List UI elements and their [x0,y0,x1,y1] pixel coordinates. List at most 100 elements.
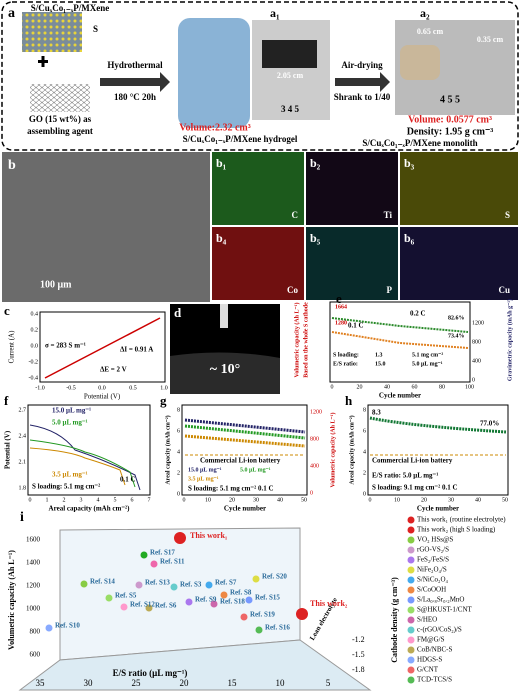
sulfur-particles [22,12,82,52]
eds-map [400,152,518,225]
label: 100 [465,384,474,390]
label: Ref. S12 [130,601,155,609]
label: 3 4 5 [281,104,300,114]
label: 5 [326,678,331,688]
point [45,624,53,632]
panel-label: h [345,393,353,408]
label: 1 [46,497,49,503]
photo [252,20,330,120]
go-sheet [30,84,90,112]
panel-label: i [20,510,24,525]
label: 5.0 μL mg⁻¹ [412,361,443,367]
label: -0.5 [66,385,76,391]
hydrogel-photo [262,40,317,68]
label: 6 [177,428,180,434]
curve [331,317,469,333]
label: 10 [394,497,400,503]
label: HDGS-S [417,656,442,664]
label: This work₁ (routine electrolyte) [417,516,506,524]
label: NiFe₂O₄/S [417,566,447,574]
label: 2 [363,470,366,476]
label: 1.3 [375,352,383,358]
label: 180 °C 20h [114,92,156,102]
label: 1.0 [160,385,168,391]
points [45,516,415,684]
plus [41,56,45,67]
label: c-(rGO/CoS₂)/S [417,626,462,634]
label: Cu [498,285,510,295]
curve [29,424,141,491]
point [407,626,415,634]
label: 4 [177,449,180,455]
label: Volumetric capacity (Ah L⁻¹) [7,550,16,650]
label: Shrank to 1/40 [334,92,391,102]
point [407,586,415,594]
label: 2.4 [19,433,27,439]
label: 0 [363,491,366,497]
eds-map [306,227,398,300]
label: Ref. S9 [195,596,217,604]
droplet [170,352,280,394]
label: 15.0 μL mg⁻¹ [52,407,91,415]
label: Ref. S19 [250,611,275,619]
panel-label: c [4,303,10,318]
label: FM@G/S [417,636,445,644]
point [174,532,186,544]
label: 2.05 cm [277,71,304,80]
panel-label: a [8,6,15,21]
label: σ = 283 S m⁻¹ [45,342,86,350]
label: 3 [80,497,83,503]
label: ~ 10° [210,362,240,377]
label: 7 [148,497,151,503]
label: This work₂ (high S loading) [417,526,496,534]
point [150,560,158,568]
label: Ref. S14 [90,578,115,586]
label: Commercial Li-ion battery [372,457,453,465]
point [105,594,113,602]
iv-line [44,317,161,379]
label: Areal capacity (mAh cm⁻²) [49,505,131,513]
label: 8.3 [372,409,381,417]
label: 50 [502,497,508,503]
point [407,646,415,654]
label: 1280 [335,320,347,326]
label: Volume:2.32 cm³ [179,122,251,133]
panel-label: a₂ [420,6,430,20]
label: 0 [29,497,32,503]
point [407,546,415,554]
label: 73.4% [448,333,465,339]
label: 6 [363,428,366,434]
label: 0.0 [98,385,106,391]
label: S/CuₓCo₁₋ₓP/MXene hydrogel [183,134,298,144]
label: Areal capacity (mAh cm⁻²) [164,415,171,484]
label: S/La₀.₈Sr₀.₂MnO [417,596,465,604]
label: 15 [228,678,238,688]
label: 2.7 [19,407,27,413]
label: 5.0 μL mg⁻¹ [240,467,271,473]
eds-map [306,152,398,225]
label: Ref. S20 [262,573,287,581]
label: 800 [472,339,481,345]
label: 40 [384,384,390,390]
curve [369,416,507,434]
label: Volume: 0.0577 cm³ [408,114,492,125]
curve [184,424,306,440]
point [296,608,308,620]
point [407,536,415,544]
label: 0.2 C [410,310,426,318]
label: G/CNT [417,666,439,674]
label: 50 [301,497,307,503]
point [80,580,88,588]
label: 40 [475,497,481,503]
point [407,616,415,624]
curve [29,447,126,486]
point [210,600,218,608]
panel-label: a₁ [270,6,280,20]
label: b₁ [216,156,227,170]
axes [39,311,166,383]
label: 0.1 C [120,476,136,484]
label: C [292,210,299,220]
label: 4 [363,449,366,455]
point [170,583,178,591]
label: Ref. S6 [155,602,177,610]
